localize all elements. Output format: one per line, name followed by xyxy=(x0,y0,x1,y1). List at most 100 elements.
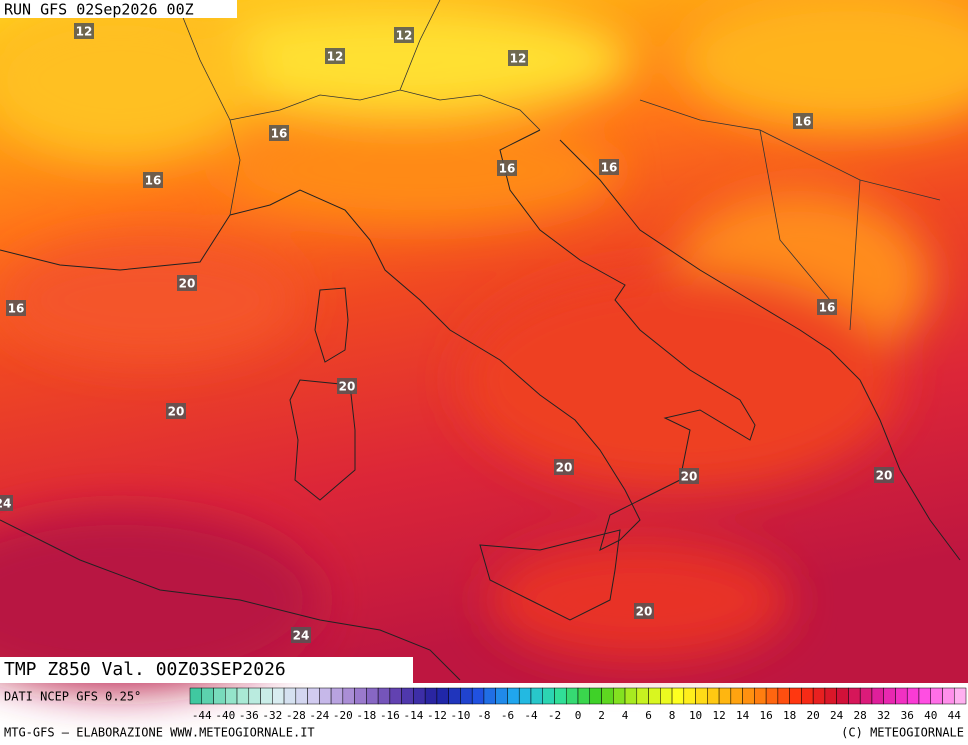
color-swatch xyxy=(295,687,308,705)
color-swatch xyxy=(883,687,896,705)
contour-label: 20 xyxy=(874,467,894,483)
contour-label-bg xyxy=(166,403,186,419)
map xyxy=(0,0,968,690)
contour-label: 24 xyxy=(291,627,311,643)
color-swatch xyxy=(354,687,367,705)
color-swatch xyxy=(836,687,849,705)
color-swatch xyxy=(848,687,861,705)
contour-label-text: 20 xyxy=(876,469,893,483)
color-bar-label: 40 xyxy=(924,709,937,722)
color-bar-label: 28 xyxy=(854,709,867,722)
color-swatch xyxy=(389,687,402,705)
color-swatch xyxy=(201,687,214,705)
color-bar-label: -32 xyxy=(262,709,282,722)
color-swatch xyxy=(436,687,449,705)
contour-label: 16 xyxy=(6,300,26,316)
color-swatch xyxy=(189,687,203,705)
contour-label-bg xyxy=(143,172,163,188)
contour-label-text: 20 xyxy=(556,461,573,475)
color-swatch xyxy=(272,687,285,705)
contour-label-bg xyxy=(177,275,197,291)
run-label: RUN GFS 02Sep2026 00Z xyxy=(4,1,194,19)
color-swatch xyxy=(542,687,555,705)
color-swatch xyxy=(413,687,426,705)
color-swatch xyxy=(789,687,802,705)
contour-label-bg xyxy=(74,23,94,39)
contour-label: 16 xyxy=(497,160,517,176)
color-bar-label: 0 xyxy=(575,709,582,722)
color-bar-label: 2 xyxy=(598,709,605,722)
contour-label: 20 xyxy=(554,459,574,475)
color-bar-label: 12 xyxy=(712,709,725,722)
source-label: DATI NCEP GFS 0.25° xyxy=(4,690,141,704)
contour-label-text: 16 xyxy=(601,161,618,175)
field-box xyxy=(0,657,413,683)
color-bar-label: 24 xyxy=(830,709,844,722)
contour-label-text: 16 xyxy=(819,301,836,315)
color-swatch xyxy=(401,687,414,705)
color-swatch xyxy=(742,687,755,705)
color-swatch xyxy=(342,687,355,705)
contour-label-bg xyxy=(291,627,311,643)
color-swatch xyxy=(683,687,696,705)
color-swatch xyxy=(589,687,602,705)
color-swatch xyxy=(236,687,250,705)
color-swatch xyxy=(801,687,814,705)
color-bar-label: -10 xyxy=(450,709,470,722)
contour-label-text: 16 xyxy=(795,115,812,129)
contour-label-bg xyxy=(874,467,894,483)
contour-label: 20 xyxy=(177,275,197,291)
color-bar-label: 16 xyxy=(759,709,772,722)
contour-label: 20 xyxy=(166,403,186,419)
color-swatch xyxy=(895,687,908,705)
field-label: TMP Z850 Val. 00Z03SEP2026 xyxy=(4,659,286,680)
contour-label-text: 24 xyxy=(0,497,11,511)
contour-label-text: 12 xyxy=(510,52,527,66)
contour-label-text: 16 xyxy=(271,127,288,141)
contour-label-text: 20 xyxy=(681,470,698,484)
color-swatch xyxy=(871,687,884,705)
contour-label-bg xyxy=(0,495,13,511)
contour-label-bg xyxy=(817,299,837,315)
color-swatch xyxy=(601,687,614,705)
contour-label: 16 xyxy=(817,299,837,315)
color-swatch xyxy=(577,687,591,705)
color-swatch xyxy=(518,687,532,705)
color-bar-label: -4 xyxy=(524,709,538,722)
color-swatch xyxy=(660,687,673,705)
contour-label-bg xyxy=(634,603,654,619)
contour-label-text: 16 xyxy=(8,302,25,316)
contour-label-text: 20 xyxy=(636,605,653,619)
contour-label-text: 24 xyxy=(293,629,310,643)
color-swatch xyxy=(225,687,238,705)
contour-label: 20 xyxy=(679,468,699,484)
color-swatch xyxy=(730,687,743,705)
color-bar-label: -16 xyxy=(380,709,400,722)
color-swatch xyxy=(824,687,837,705)
contour-label-bg xyxy=(6,300,26,316)
color-bar-label: -6 xyxy=(501,709,514,722)
color-swatch xyxy=(248,687,261,705)
color-swatch xyxy=(695,687,708,705)
color-swatch xyxy=(707,687,720,705)
color-swatch xyxy=(424,687,438,705)
contour-label: 12 xyxy=(508,50,528,66)
color-bar-label: -2 xyxy=(548,709,561,722)
contour-label: 16 xyxy=(793,113,813,129)
color-swatch xyxy=(283,687,297,705)
color-bar-label: -14 xyxy=(403,709,423,722)
color-bar-label: 20 xyxy=(807,709,820,722)
color-bar-label: -20 xyxy=(333,709,353,722)
contour-label-text: 16 xyxy=(145,174,162,188)
contour-label: 20 xyxy=(337,378,357,394)
contour-label: 12 xyxy=(74,23,94,39)
color-swatch xyxy=(906,687,920,705)
color-swatch xyxy=(495,687,508,705)
contour-label-bg xyxy=(269,125,289,141)
color-swatch xyxy=(507,687,520,705)
color-swatch xyxy=(554,687,567,705)
color-swatch xyxy=(765,687,779,705)
color-swatch xyxy=(213,687,226,705)
color-swatch xyxy=(953,687,967,705)
color-bar-label: 6 xyxy=(645,709,652,722)
